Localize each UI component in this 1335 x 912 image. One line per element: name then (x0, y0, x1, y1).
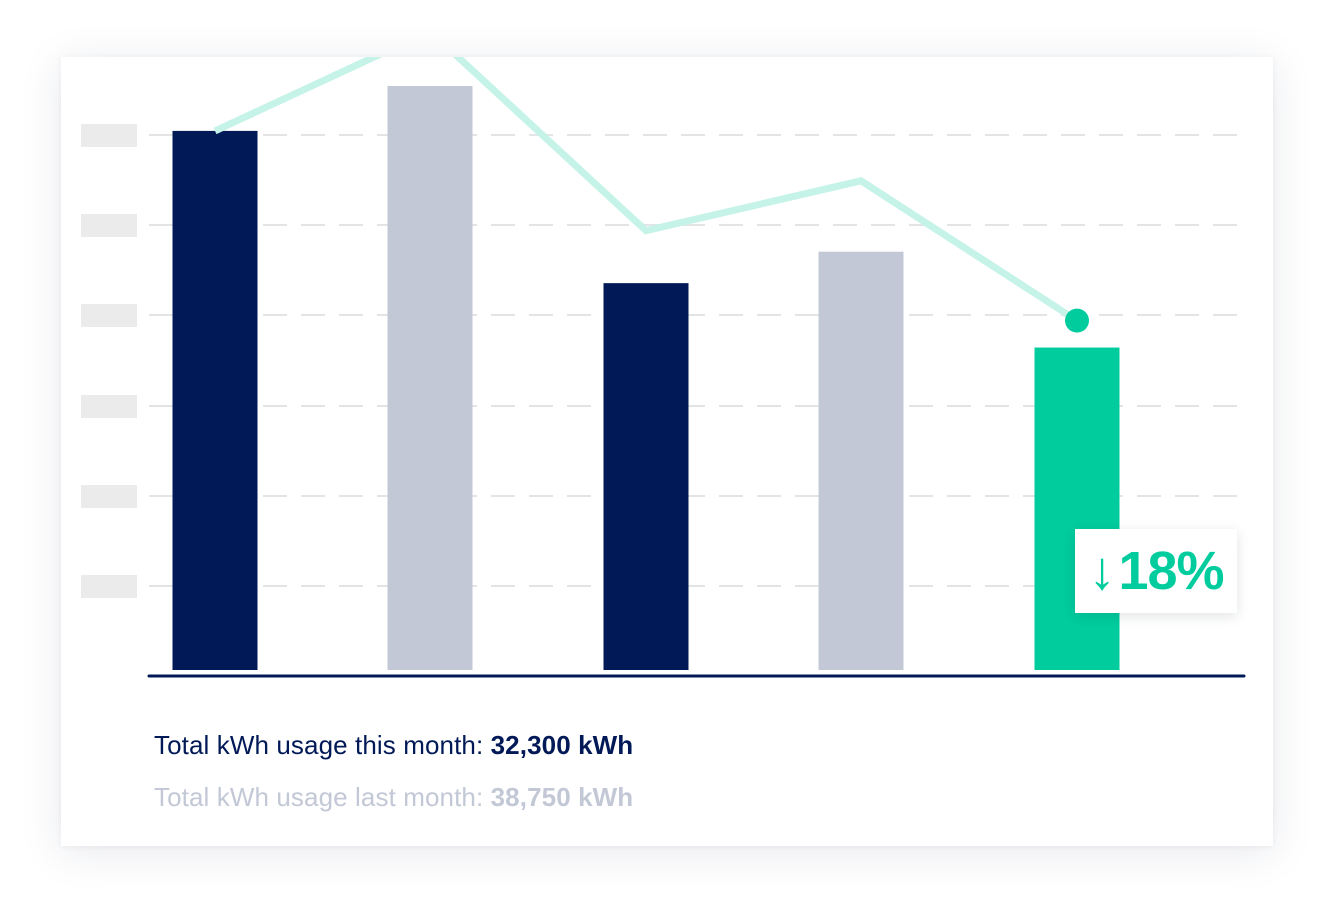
bar-5 (1034, 347, 1120, 670)
trend-end-marker (1065, 308, 1089, 333)
legend-this-month: Total kWh usage this month: 32,300 kWh (154, 730, 633, 761)
usage-chart (81, 57, 1246, 678)
legend-last-month-label: Total kWh usage last month: (154, 782, 491, 812)
change-percent: 18% (1118, 541, 1224, 601)
legend-last-month: Total kWh usage last month: 38,750 kWh (154, 782, 633, 813)
bar-4 (818, 251, 904, 670)
y-tick-placeholder (81, 485, 137, 508)
down-arrow-icon: ↓ (1088, 541, 1115, 601)
legend-this-month-label: Total kWh usage this month: (154, 730, 491, 760)
bar-2 (387, 85, 473, 671)
y-tick-placeholder (81, 395, 137, 418)
legend-this-month-value: 32,300 kWh (490, 730, 634, 760)
bar-1 (172, 130, 258, 670)
chart-card (61, 57, 1273, 846)
legend-last-month-value: 38,750 kWh (490, 782, 634, 812)
change-badge: ↓ 18% (1075, 529, 1237, 613)
trend-line (213, 57, 1079, 324)
bar-3 (603, 283, 689, 670)
y-tick-placeholder (81, 304, 137, 327)
y-tick-placeholder (81, 124, 137, 147)
y-tick-placeholder (81, 214, 137, 237)
y-tick-placeholder (81, 575, 137, 598)
